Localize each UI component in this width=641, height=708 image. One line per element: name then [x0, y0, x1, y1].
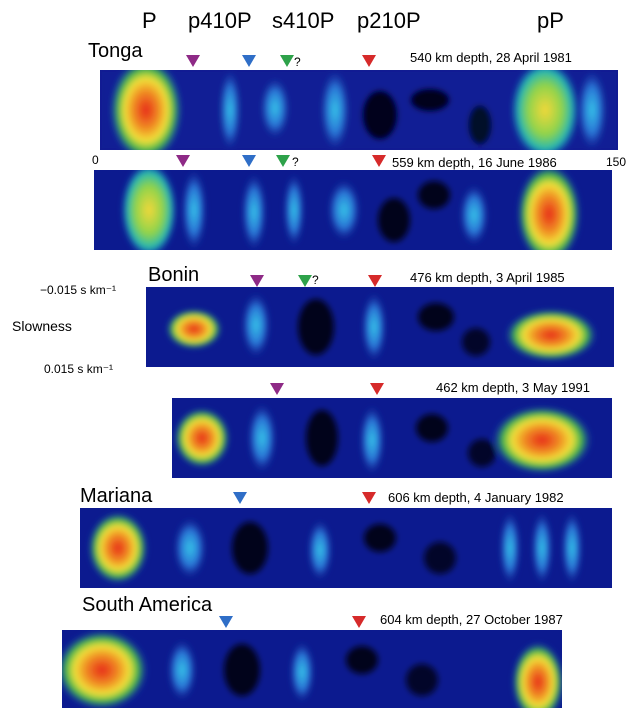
panel-image [94, 170, 612, 250]
marker-s410p-tonga-2 [276, 155, 290, 167]
event-label-tonga-2: 559 km depth, 16 June 1986 [392, 155, 557, 170]
marker-p210p-bonin-1 [368, 275, 382, 287]
marker-s410p-tonga-1 [280, 55, 294, 67]
marker-p410p-tonga-2 [176, 155, 190, 167]
uncertain-mark-tonga-2: ? [292, 155, 299, 169]
slowness-axis-label: Slowness [12, 318, 72, 334]
slowness-bottom-label: 0.015 s km⁻¹ [44, 362, 114, 376]
seismogram-panel-tonga-2 [94, 170, 612, 250]
seismogram-panel-south-america [62, 630, 562, 708]
panel-image [100, 70, 618, 150]
event-label-bonin-1: 476 km depth, 3 April 1985 [410, 270, 565, 285]
marker-p210p-bonin-2 [370, 383, 384, 395]
marker-p410p-tonga-1 [186, 55, 200, 67]
phase-label-p: P [142, 8, 157, 33]
marker-p410p-bonin-1 [250, 275, 264, 287]
panel-image [172, 398, 612, 478]
region-label-mariana: Mariana [80, 485, 153, 507]
seismogram-panel-mariana [80, 508, 612, 588]
marker-p210p-tonga-1 [362, 55, 376, 67]
phase-label-p210p: p210P [357, 8, 421, 33]
panel-image [146, 287, 614, 367]
uncertain-mark-tonga-1: ? [294, 55, 301, 69]
event-label-mariana-1: 606 km depth, 4 January 1982 [388, 490, 564, 505]
marker-p410p-bonin-2 [270, 383, 284, 395]
panel-image [62, 630, 562, 708]
marker-blue-tonga-1 [242, 55, 256, 67]
marker-blue-mariana [233, 492, 247, 504]
marker-p210p-south-america [352, 616, 366, 628]
event-label-south-america-1: 604 km depth, 27 October 1987 [380, 612, 563, 627]
marker-p210p-mariana [362, 492, 376, 504]
seismogram-panel-bonin-2 [172, 398, 612, 478]
region-label-south-america: South America [82, 594, 213, 616]
marker-blue-south-america [219, 616, 233, 628]
phase-label-p410p: p410P [188, 8, 252, 33]
event-label-bonin-2: 462 km depth, 3 May 1991 [436, 380, 590, 395]
marker-p210p-tonga-2 [372, 155, 386, 167]
phase-label-s410p: s410P [272, 8, 335, 33]
region-label-bonin: Bonin [148, 264, 200, 286]
time-start-label: 0 [92, 153, 99, 167]
slowness-top-label: −0.015 s km⁻¹ [40, 283, 117, 297]
uncertain-mark-bonin-1: ? [312, 273, 319, 287]
phase-label-pp: pP [537, 8, 564, 33]
region-label-tonga: Tonga [88, 40, 143, 62]
panel-image [80, 508, 612, 588]
marker-blue-tonga-2 [242, 155, 256, 167]
seismogram-panel-tonga-1 [100, 70, 618, 150]
time-end-label: 150 [606, 155, 627, 169]
marker-s410p-bonin-1 [298, 275, 312, 287]
event-label-tonga-1: 540 km depth, 28 April 1981 [410, 50, 572, 65]
seismogram-panel-bonin-1 [146, 287, 614, 367]
